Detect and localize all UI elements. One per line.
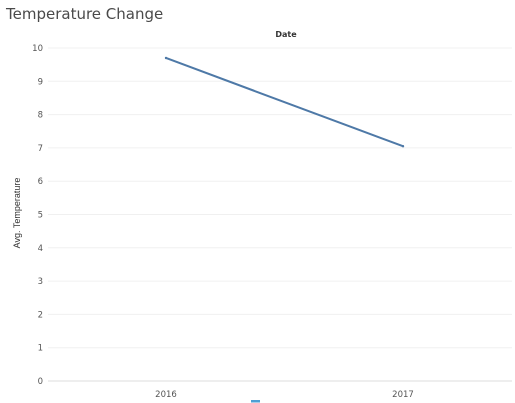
legend	[251, 400, 260, 403]
y-tick-label: 10	[32, 44, 43, 54]
data-point[interactable]	[401, 145, 405, 148]
y-axis-ticks: 0 1 2 3 4 5 6 7 8 9 10	[32, 44, 43, 387]
x-tick-label: 2016	[155, 390, 177, 400]
series-line[interactable]	[165, 56, 404, 148]
legend-swatch	[251, 400, 260, 403]
y-tick-label: 9	[38, 77, 43, 87]
series-layer	[164, 56, 405, 148]
y-tick-label: 6	[38, 177, 43, 187]
data-point[interactable]	[164, 56, 168, 60]
x-tick-label: 2017	[392, 390, 414, 400]
column-header-date: Date	[275, 30, 297, 39]
gridlines	[48, 47, 512, 382]
y-tick-label: 3	[38, 277, 43, 287]
y-tick-label: 1	[38, 344, 43, 354]
y-axis-title: Avg. Temperature	[12, 178, 22, 249]
y-tick-label: 4	[38, 244, 43, 254]
y-tick-label: 0	[38, 377, 43, 387]
y-tick-label: 5	[38, 211, 43, 221]
chart-title: Temperature Change	[5, 5, 163, 23]
y-tick-label: 8	[38, 111, 43, 121]
y-tick-label: 7	[38, 144, 43, 154]
x-axis-ticks: 2016 2017	[155, 390, 414, 400]
y-tick-label: 2	[38, 310, 43, 320]
